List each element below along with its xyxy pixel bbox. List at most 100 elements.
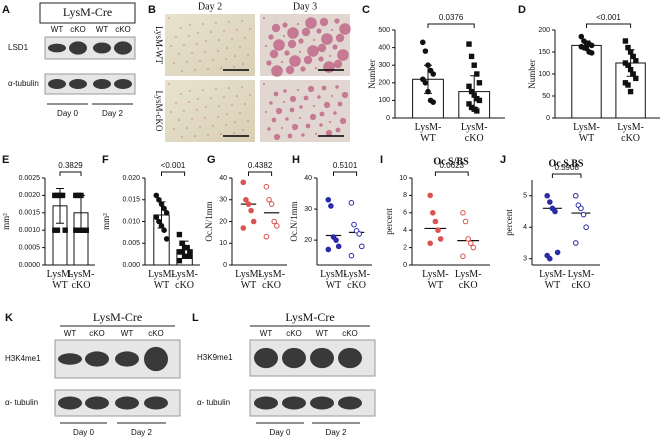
stain-spot <box>204 51 206 53</box>
y-tick-label: 0 <box>223 262 227 269</box>
y-tick-label: 0.0000 <box>19 262 41 269</box>
stain-spot <box>191 52 193 54</box>
blot-title: LysM-Cre <box>93 310 142 324</box>
stain-spot <box>305 17 317 29</box>
x-tick-label: LysM-WT <box>422 269 449 291</box>
data-point <box>588 42 595 49</box>
stain-spot <box>168 83 170 85</box>
label-line: LysM- <box>148 269 175 280</box>
group-label: Day 0 <box>57 109 78 118</box>
stain-spot <box>194 135 196 137</box>
panel-letter: L <box>192 312 199 324</box>
lane-label: cKO <box>342 329 358 338</box>
data-point <box>547 199 553 205</box>
lane-label: cKO <box>286 329 302 338</box>
stain-spot <box>285 65 295 75</box>
stain-spot <box>217 50 219 52</box>
stain-spot <box>339 23 351 35</box>
data-point <box>466 41 472 47</box>
stain-spot <box>197 98 199 100</box>
y-axis-label: Oc.N/1mm <box>204 201 214 241</box>
stain-spot <box>331 29 333 31</box>
y-tick-label: 100 <box>538 71 550 78</box>
y-tick-label: 0.010 <box>122 218 140 225</box>
stain-spot <box>239 112 241 114</box>
data-point <box>156 218 162 225</box>
y-tick-label: 0.0025 <box>19 175 41 182</box>
stain-spot <box>226 113 228 115</box>
x-tick-label: LysM-cKO <box>68 269 95 291</box>
stain-spot <box>225 124 227 126</box>
column-label: Day 2 <box>198 1 222 12</box>
stain-spot <box>249 94 251 96</box>
band-label: H3K9me1 <box>197 353 233 362</box>
blot-band <box>85 351 109 367</box>
x-tick-label: LysM-WT <box>539 269 566 291</box>
y-tick-label: 4 <box>523 224 527 231</box>
data-point <box>240 179 247 186</box>
stain-spot <box>183 44 185 46</box>
y-tick-label: 2 <box>403 244 407 251</box>
y-tick-label: 5 <box>523 193 527 200</box>
stain-spot <box>313 39 315 41</box>
stain-spot <box>168 17 170 19</box>
blot-band <box>254 347 278 369</box>
stain-spot <box>337 49 349 61</box>
y-axis-label: Oc.N/1mm <box>289 201 299 241</box>
y-tick-label: 300 <box>378 62 390 69</box>
data-point <box>78 192 84 199</box>
panel-letter: A <box>2 4 10 16</box>
chart-title: Oc.S/BS <box>433 156 469 167</box>
stain-spot <box>241 86 243 88</box>
data-point <box>335 243 342 250</box>
stain-spot <box>283 35 285 37</box>
stain-spot <box>212 59 214 61</box>
label-line: LysM- <box>617 122 644 133</box>
y-tick-label: 150 <box>538 49 550 56</box>
stain-spot <box>335 85 339 89</box>
blot-title: LysM-Cre <box>63 5 112 19</box>
lane-label: WT <box>316 329 329 338</box>
data-point <box>356 231 363 237</box>
data-point <box>156 196 162 203</box>
blot-band <box>144 396 168 410</box>
data-point <box>59 192 66 199</box>
blot-band <box>282 396 306 410</box>
data-point <box>271 218 278 225</box>
stain-spot <box>313 105 315 107</box>
label-line: cKO <box>72 280 91 291</box>
stain-spot <box>220 67 222 69</box>
lane-label: cKO <box>115 25 131 34</box>
data-point <box>627 49 634 55</box>
y-tick-label: 0.000 <box>122 262 140 269</box>
data-point <box>476 97 483 104</box>
stain-spot <box>215 22 217 24</box>
data-point <box>243 196 249 203</box>
y-tick-label: 0.020 <box>122 175 140 182</box>
label-line: LysM- <box>568 269 595 280</box>
data-point <box>54 227 61 233</box>
lane-label: WT <box>96 25 109 34</box>
label-line: LysM- <box>47 269 74 280</box>
panel-letter: I <box>380 154 383 166</box>
stain-spot <box>234 55 236 57</box>
data-point <box>245 201 252 207</box>
stain-spot <box>207 68 209 70</box>
stain-spot <box>194 69 196 71</box>
panel-letter: B <box>148 4 156 16</box>
stain-spot <box>180 27 182 29</box>
stain-spot <box>281 61 283 63</box>
data-point <box>544 192 551 199</box>
significance-bracket <box>248 171 273 176</box>
panel-letter: D <box>518 4 526 16</box>
label-line: cKO <box>572 280 591 291</box>
stain-spot <box>218 105 220 107</box>
stain-spot <box>217 116 219 118</box>
label-line: LysM- <box>415 122 442 133</box>
data-point <box>425 62 431 68</box>
data-point <box>633 75 639 82</box>
stain-spot <box>337 101 343 107</box>
label-line: WT <box>241 280 257 291</box>
data-point <box>422 80 429 86</box>
